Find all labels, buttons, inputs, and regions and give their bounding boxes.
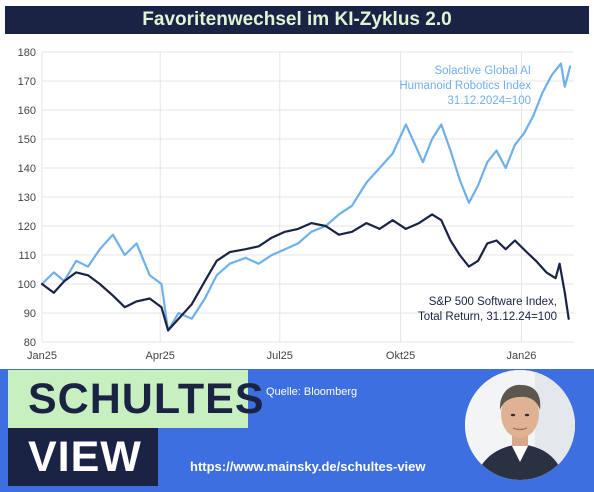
series-label-line: S&P 500 Software Index, [429, 296, 557, 308]
series-label-line: Solactive Global AI [434, 65, 531, 77]
series-labels: Solactive Global AI Humanoid Robotics Ind… [399, 65, 557, 323]
y-tick-label: 140 [18, 163, 36, 175]
x-axis: Jan25 Apr25 Jul25 Okt25 Jan26 [27, 350, 536, 362]
chart-title: Favoritenwechsel im KI-Zyklus 2.0 [5, 6, 589, 34]
author-portrait [465, 370, 575, 480]
series-line-software [40, 213, 570, 332]
line-chart: 80 90 100 110 120 130 140 150 160 170 180 Jan25 Apr… [18, 47, 574, 362]
series-label-line: Total Return, 31.12.24=100 [418, 311, 557, 323]
y-tick-label: 120 [18, 221, 36, 233]
series-label-line: 31.12.2024=100 [448, 95, 531, 107]
chart-grid [41, 51, 574, 343]
x-tick-label: Jul25 [267, 350, 293, 362]
y-tick-label: 90 [24, 308, 36, 320]
y-tick-label: 160 [18, 105, 36, 117]
y-tick-label: 130 [18, 192, 36, 204]
y-tick-label: 110 [18, 250, 36, 262]
y-axis: 80 90 100 110 120 130 140 150 160 170 180 [18, 47, 36, 349]
y-tick-label: 100 [18, 279, 36, 291]
portrait-image [465, 370, 575, 480]
series-lines [40, 62, 572, 332]
x-tick-label: Jan26 [506, 350, 536, 362]
footer-banner: SCHULTES VIEW Quelle: Bloomberg https://… [0, 369, 594, 492]
x-tick-label: Jan25 [27, 350, 57, 362]
series-label-robotics: Solactive Global AI Humanoid Robotics Ind… [399, 65, 531, 107]
series-label-software: S&P 500 Software Index, Total Return, 31.… [418, 296, 557, 323]
y-tick-label: 80 [24, 337, 36, 349]
y-tick-label: 150 [18, 134, 36, 146]
logo-view: VIEW [8, 428, 158, 486]
x-tick-label: Apr25 [146, 350, 175, 362]
series-label-line: Humanoid Robotics Index [399, 80, 531, 92]
y-tick-label: 170 [18, 76, 36, 88]
y-tick-label: 180 [18, 47, 36, 59]
series-line-robotics [40, 62, 572, 332]
x-tick-label: Okt25 [386, 350, 415, 362]
source-note: Quelle: Bloomberg [266, 386, 358, 398]
logo-schultes: SCHULTES [8, 370, 264, 428]
website-link[interactable]: https://www.mainsky.de/schultes-view [190, 459, 426, 474]
